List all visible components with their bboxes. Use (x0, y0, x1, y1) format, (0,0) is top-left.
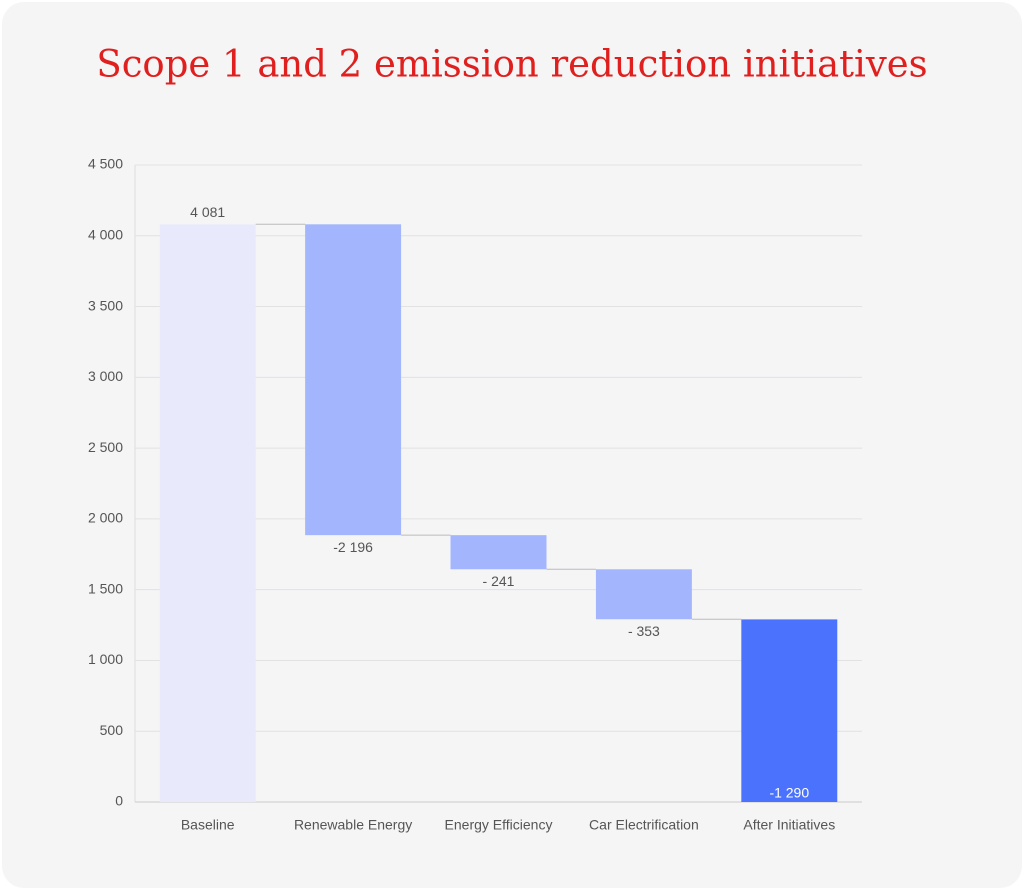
x-tick-label: After Initiatives (743, 817, 835, 833)
value-label: - 241 (483, 573, 515, 589)
y-tick-label: 1 000 (88, 651, 123, 667)
value-label: -2 196 (333, 539, 373, 555)
bar (159, 224, 256, 803)
y-tick-label: 0 (115, 793, 123, 809)
bar (450, 535, 547, 570)
x-tick-label: Car Electrification (589, 817, 699, 833)
y-tick-label: 2 000 (88, 510, 123, 526)
y-tick-label: 4 500 (88, 156, 123, 172)
y-tick-label: 1 500 (88, 580, 123, 596)
y-tick-label: 4 000 (88, 226, 123, 242)
bar (595, 569, 692, 620)
bar (305, 224, 402, 536)
chart-title: Scope 1 and 2 emission reduction initiat… (96, 43, 927, 86)
x-tick-label: Baseline (181, 817, 235, 833)
y-tick-label: 3 000 (88, 368, 123, 384)
y-tick-label: 2 500 (88, 439, 123, 455)
y-tick-label: 3 500 (88, 297, 123, 313)
x-tick-label: Energy Efficiency (445, 817, 553, 833)
value-label: -1 290 (769, 785, 809, 801)
x-tick-label: Renewable Energy (294, 817, 412, 833)
value-label: 4 081 (190, 204, 225, 220)
bar (741, 619, 838, 802)
value-label: - 353 (628, 623, 660, 639)
y-tick-label: 500 (100, 722, 124, 738)
